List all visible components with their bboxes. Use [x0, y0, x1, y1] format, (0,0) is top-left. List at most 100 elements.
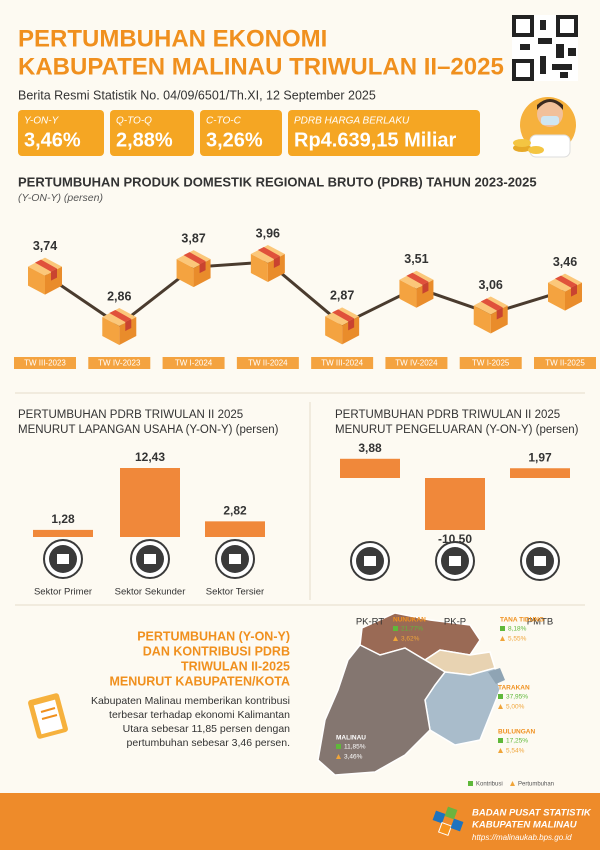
- legend-label: Pertumbuhan: [518, 782, 554, 788]
- x-tick-label: TW I-2025: [472, 359, 510, 368]
- legend-swatch: [336, 744, 341, 749]
- data-point: [399, 270, 434, 308]
- title: PERTUMBUHAN EKONOMI: [18, 25, 327, 52]
- legend-swatch: [510, 781, 515, 786]
- data-point: [250, 245, 285, 282]
- footer-url: https://malinaukab.bps.go.id: [472, 833, 572, 842]
- x-tick-label: TW III-2023: [24, 359, 66, 368]
- summary-label: Q-TO-Q: [116, 116, 152, 127]
- category-icon: [364, 556, 376, 566]
- bar: [425, 478, 485, 530]
- region-contribution: 17,25%: [506, 738, 528, 745]
- data-label: 3,88: [358, 441, 382, 455]
- region-growth: 3,62%: [401, 636, 420, 643]
- legend-swatch: [393, 626, 398, 631]
- region-name: TANA TIDUNG: [500, 617, 544, 624]
- data-label: -10,50: [438, 532, 472, 546]
- x-tick-label: Sektor Sekunder: [115, 587, 186, 598]
- x-label-box: [236, 357, 299, 369]
- legend-swatch: [498, 738, 503, 743]
- data-label: 3,74: [33, 239, 57, 253]
- bar: [120, 468, 180, 537]
- region-contribution: 37,95%: [506, 694, 528, 701]
- data-point: [325, 307, 360, 345]
- region-contribution: 21,77%: [401, 626, 423, 633]
- map-title: MENURUT KABUPATEN/KOTA: [109, 674, 290, 688]
- data-label: 2,82: [223, 504, 247, 518]
- clipboard-icon: [28, 693, 68, 739]
- map-title: PERTUMBUHAN (Y-ON-Y): [137, 629, 290, 643]
- region-contribution: 11,85%: [344, 744, 366, 751]
- legend-swatch: [393, 636, 398, 641]
- legend-swatch: [500, 636, 505, 641]
- x-tick-label: TW I-2024: [175, 359, 213, 368]
- data-point: [548, 273, 582, 311]
- category-icon: [229, 554, 241, 564]
- region-name: TARAKAN: [498, 685, 530, 692]
- x-tick-label: TW IV-2023: [98, 359, 141, 368]
- data-label: 2,87: [330, 289, 354, 303]
- legend-swatch: [468, 781, 473, 786]
- x-label-box: [459, 357, 522, 369]
- region-name: MALINAU: [336, 735, 366, 742]
- summary-label: PDRB HARGA BERLAKU: [294, 116, 410, 127]
- data-point: [176, 250, 211, 288]
- chart-title: PERTUMBUHAN PRODUK DOMESTIK REGIONAL BRU…: [18, 174, 537, 189]
- summary-box: [110, 110, 194, 156]
- legend-label: Kontribusi: [476, 782, 503, 788]
- data-point: [102, 308, 137, 345]
- bar: [340, 458, 400, 478]
- bar: [510, 468, 570, 478]
- region-name: NUNUKAN: [393, 617, 426, 624]
- illustration: [513, 97, 576, 158]
- qr-code: [512, 15, 578, 81]
- footer-org: BADAN PUSAT STATISTIK: [472, 808, 592, 819]
- data-label: 2,86: [107, 289, 131, 303]
- footer-band: [0, 793, 600, 850]
- data-point: [473, 296, 508, 334]
- region-name: BULUNGAN: [498, 729, 535, 736]
- data-label: 3,87: [181, 231, 205, 245]
- category-icon: [57, 554, 69, 564]
- x-tick-label: Sektor Tersier: [206, 587, 264, 598]
- data-label: 3,51: [404, 252, 428, 266]
- summary-value: Rp4.639,15 Miliar: [294, 129, 457, 151]
- category-icon: [534, 556, 546, 566]
- bps-logo: [432, 806, 464, 837]
- legend-swatch: [498, 748, 503, 753]
- region-growth: 5,54%: [506, 748, 525, 755]
- data-label: 12,43: [135, 450, 165, 464]
- map-title: TRIWULAN II-2025: [181, 659, 290, 673]
- region-growth: 5,55%: [508, 636, 527, 643]
- summary-value: 3,46%: [24, 129, 81, 151]
- x-tick-label: TW IV-2024: [395, 359, 438, 368]
- x-label-box: [385, 357, 448, 369]
- footer-org: KABUPATEN MALINAU: [472, 820, 578, 831]
- summary-value: 3,26%: [206, 129, 263, 151]
- x-tick-label: TW II-2025: [545, 359, 585, 368]
- x-tick-label: TW III-2024: [321, 359, 363, 368]
- x-label-box: [88, 357, 151, 369]
- data-label: 1,97: [528, 450, 552, 464]
- x-label-box: [162, 357, 225, 369]
- x-tick-label: PK-P: [444, 617, 466, 628]
- chart-title: PERTUMBUHAN PDRB TRIWULAN II 2025: [18, 409, 243, 421]
- legend-swatch: [336, 754, 341, 759]
- x-label-box: [14, 357, 76, 369]
- map-description: Kabupaten Malinau memberikan kontribusi …: [90, 695, 290, 749]
- summary-box: [18, 110, 104, 156]
- category-icon: [449, 556, 461, 566]
- data-label: 1,28: [51, 512, 75, 526]
- x-tick-label: Sektor Primer: [34, 587, 92, 598]
- map: [317, 612, 505, 776]
- category-icon: [144, 554, 156, 564]
- data-label: 3,06: [479, 278, 503, 292]
- summary-value: 2,88%: [116, 129, 173, 151]
- region-contribution: 8,18%: [508, 626, 527, 633]
- region-growth: 3,46%: [344, 754, 363, 761]
- summary-label: Y-ON-Y: [24, 116, 60, 127]
- data-label: 3,46: [553, 255, 577, 269]
- x-label-box: [311, 357, 374, 369]
